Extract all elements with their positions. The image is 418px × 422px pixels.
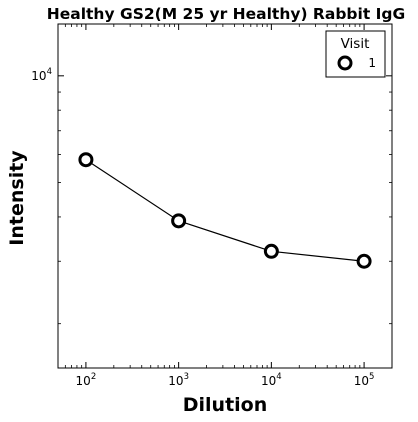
series-layer bbox=[78, 152, 372, 269]
x-tick-label: 103 bbox=[168, 372, 189, 388]
data-point-series-1 bbox=[78, 152, 94, 168]
data-point-series-1 bbox=[263, 243, 279, 259]
chart-title: Healthy GS2(M 25 yr Healthy) Rabbit IgG bbox=[47, 5, 405, 23]
x-axis-ticks: 102 103 104 105 bbox=[76, 24, 375, 388]
y-tick-label: 104 bbox=[31, 67, 52, 83]
x-tick-label: 102 bbox=[76, 372, 97, 388]
x-axis-label: Dilution bbox=[183, 394, 268, 416]
data-point-series-1 bbox=[171, 213, 187, 229]
legend-label-series-1: 1 bbox=[368, 56, 376, 70]
data-point-series-1 bbox=[356, 253, 372, 269]
legend-title: Visit bbox=[341, 36, 370, 52]
y-axis-ticks: 104 bbox=[31, 67, 392, 83]
legend[interactable]: Visit 1 bbox=[325, 30, 386, 78]
x-minor-ticks bbox=[57, 24, 393, 368]
y-minor-ticks bbox=[58, 91, 392, 325]
plot-area bbox=[57, 23, 393, 369]
legend-marker-series-1 bbox=[337, 55, 353, 71]
x-tick-label: 105 bbox=[354, 372, 375, 388]
series-line-1 bbox=[85, 159, 365, 262]
y-axis-label: Intensity bbox=[6, 150, 28, 246]
x-tick-label: 104 bbox=[261, 372, 282, 388]
legend-box bbox=[325, 30, 386, 78]
